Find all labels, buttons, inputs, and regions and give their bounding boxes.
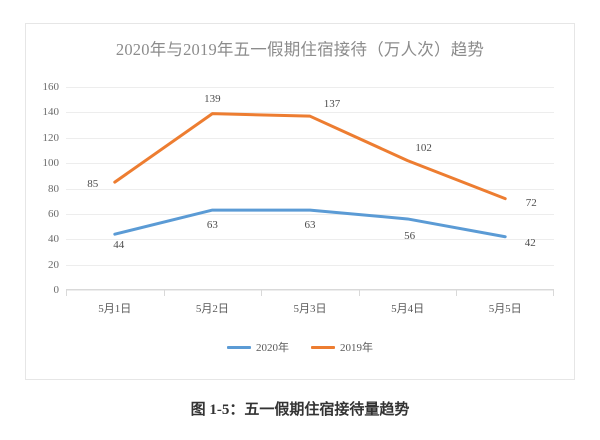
data-label: 63 (304, 219, 316, 232)
data-label: 44 (113, 239, 125, 252)
x-axis-line (66, 289, 554, 290)
legend-item-2019年[interactable]: 2019年 (311, 339, 373, 355)
gridline (66, 163, 554, 165)
data-label: 56 (404, 229, 416, 242)
gridline (66, 112, 554, 114)
plot-area: 0 20 40 60 80 100 120 140 160 5月1日 5月2日 5月3日 5月4日 5月… (43, 81, 554, 315)
chart-legend: 2020年 2019年 (26, 339, 574, 355)
gridline (66, 137, 554, 139)
series-line-2020年 (113, 208, 507, 239)
figure-caption: 图 1-5：五一假期住宿接待量趋势 (190, 402, 410, 418)
chart-title: 2020年与2019年五一假期住宿接待（万人次）趋势 (115, 40, 485, 59)
x-axis-tick (553, 290, 554, 296)
x-axis-tick (358, 290, 360, 296)
legend-label: 2019年 (340, 342, 373, 354)
y-axis-tick-label: 140 (42, 106, 60, 119)
x-axis-tick (163, 290, 165, 296)
legend-swatch-icon (227, 345, 251, 349)
x-axis-tick (456, 290, 458, 296)
x-axis-tick (66, 290, 67, 296)
x-axis-tick-label: 5月2日 (195, 303, 229, 315)
y-axis-tick-label: 0 (53, 284, 60, 296)
gridline (66, 264, 554, 266)
y-axis-tick-label: 40 (48, 233, 59, 246)
gridline (66, 87, 554, 88)
data-label: 137 (323, 98, 341, 111)
y-axis-tick-label: 120 (42, 131, 60, 144)
x-axis-tick-label: 5月4日 (391, 303, 425, 315)
x-axis-tick (261, 290, 263, 296)
x-axis-tick-label: 5月3日 (293, 303, 327, 315)
y-axis-tick-label: 80 (48, 182, 59, 195)
series-lines (113, 112, 507, 239)
data-label: 42 (524, 236, 536, 249)
x-axis-tick-label: 5月1日 (98, 303, 132, 315)
legend-label: 2020年 (256, 342, 289, 354)
chart-frame: 2020年与2019年五一假期住宿接待（万人次）趋势 0 20 40 60 80 100 1… (25, 23, 575, 380)
y-axis-tick-label: 160 (42, 81, 60, 93)
legend-item-2020年[interactable]: 2020年 (227, 339, 289, 355)
legend-swatch-icon (311, 345, 335, 349)
data-label: 63 (206, 219, 218, 232)
y-axis-tick-label: 100 (42, 157, 60, 170)
data-label: 72 (525, 196, 537, 209)
y-axis-tick-label: 60 (48, 207, 59, 220)
gridline (66, 239, 554, 241)
gridline (66, 213, 554, 215)
data-label: 102 (415, 141, 432, 154)
data-label: 85 (87, 178, 99, 191)
data-label: 139 (204, 92, 221, 105)
series-line-2019年 (113, 112, 507, 201)
gridline (66, 188, 554, 190)
y-axis-tick-label: 20 (48, 258, 59, 271)
gridline (66, 290, 554, 291)
x-axis-tick-label: 5月5日 (488, 303, 522, 315)
